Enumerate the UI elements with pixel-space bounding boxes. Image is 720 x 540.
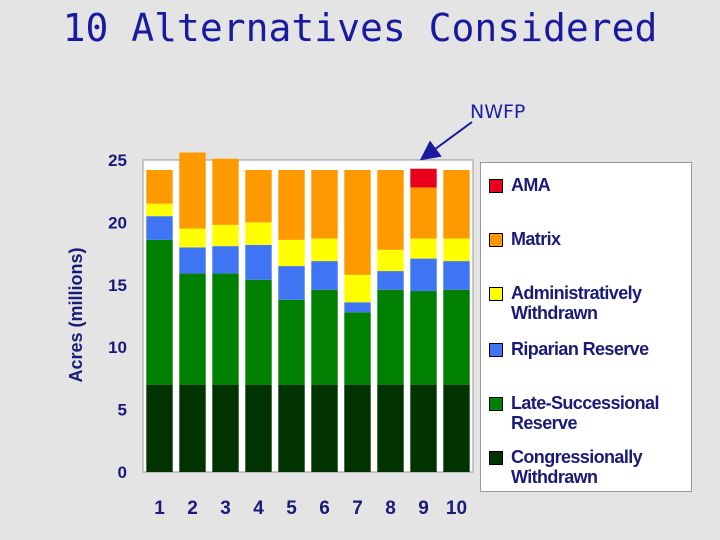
- x-tick-label: 2: [187, 498, 198, 519]
- bar-segment-3-congressionally-withdrawn: [212, 384, 239, 472]
- legend-entry-ama: AMA: [489, 175, 691, 195]
- y-tick-label: 15: [108, 276, 127, 295]
- x-tick-label: 3: [220, 498, 231, 519]
- y-tick-label: 5: [118, 401, 127, 420]
- bar-segment-7-matrix: [344, 169, 371, 275]
- bar-segment-10-riparian-reserve: [443, 261, 470, 290]
- y-tick-labels: 0 5 10 15 20 25: [108, 151, 127, 482]
- x-tick-label: 5: [286, 498, 297, 519]
- bar-segment-2-late-successional-reserve: [179, 273, 206, 385]
- y-axis-label: Acres (millions): [66, 247, 86, 382]
- bar-segment-2-congressionally-withdrawn: [179, 384, 206, 472]
- y-tick-label: 25: [108, 151, 127, 170]
- bar-segment-4-congressionally-withdrawn: [245, 384, 272, 472]
- bar-segment-2-administratively-withdrawn: [179, 228, 206, 248]
- bar-segment-9-matrix: [410, 187, 437, 239]
- bar-segment-3-late-successional-reserve: [212, 273, 239, 385]
- bar-segment-7-late-successional-reserve: [344, 312, 371, 385]
- x-tick-label: 9: [418, 498, 429, 519]
- bars-group: [146, 152, 470, 472]
- legend-label-matrix: Matrix: [511, 229, 561, 249]
- legend-swatch-congressional: [489, 451, 503, 465]
- bar-segment-1-administratively-withdrawn: [146, 203, 173, 217]
- bar-segment-9-riparian-reserve: [410, 258, 437, 292]
- y-tick-label: 20: [108, 213, 127, 232]
- bar-segment-1-matrix: [146, 169, 173, 204]
- bar-segment-5-matrix: [278, 169, 305, 240]
- bar-segment-10-late-successional-reserve: [443, 289, 470, 385]
- legend-swatch-riparian: [489, 343, 503, 357]
- bar-segment-3-riparian-reserve: [212, 246, 239, 274]
- bar-segment-6-congressionally-withdrawn: [311, 384, 338, 472]
- bar-segment-10-congressionally-withdrawn: [443, 384, 470, 472]
- bar-segment-8-riparian-reserve: [377, 271, 404, 290]
- nwfp-annotation: NWFP: [470, 101, 526, 123]
- bar-segment-6-administratively-withdrawn: [311, 238, 338, 262]
- x-tick-label: 4: [253, 498, 264, 519]
- bar-segment-1-late-successional-reserve: [146, 239, 173, 385]
- legend-entry-riparian: Riparian Reserve: [489, 339, 691, 359]
- x-tick-label: 10: [446, 498, 467, 519]
- bar-segment-9-congressionally-withdrawn: [410, 384, 437, 472]
- bar-segment-7-congressionally-withdrawn: [344, 384, 371, 472]
- legend-entry-matrix: Matrix: [489, 229, 691, 249]
- x-tick-label: 8: [385, 498, 396, 519]
- x-tick-label: 6: [319, 498, 330, 519]
- x-tick-label: 7: [352, 498, 363, 519]
- bar-segment-4-late-successional-reserve: [245, 279, 272, 385]
- bar-segment-4-riparian-reserve: [245, 244, 272, 280]
- bar-segment-3-matrix: [212, 158, 239, 225]
- bar-segment-4-administratively-withdrawn: [245, 222, 272, 245]
- bar-segment-10-matrix: [443, 169, 470, 239]
- legend-label-ama: AMA: [511, 175, 551, 195]
- bar-segment-5-administratively-withdrawn: [278, 239, 305, 267]
- bar-segment-6-riparian-reserve: [311, 261, 338, 290]
- slide-title: 10 Alternatives Considered: [62, 6, 658, 50]
- bar-segment-5-riparian-reserve: [278, 266, 305, 300]
- bar-segment-7-administratively-withdrawn: [344, 274, 371, 303]
- bar-segment-2-riparian-reserve: [179, 247, 206, 274]
- legend-swatch-ama: [489, 179, 503, 193]
- x-tick-labels: 1 2 3 4 5 6 7 8 9 10: [154, 498, 467, 519]
- bar-segment-2-matrix: [179, 152, 206, 229]
- legend-swatch-matrix: [489, 233, 503, 247]
- legend-entry-late-successional: Late-Successional Reserve: [489, 393, 691, 433]
- legend-swatch-admin-withdrawn: [489, 287, 503, 301]
- legend-label-late-successional: Late-Successional Reserve: [511, 393, 659, 433]
- bar-segment-1-riparian-reserve: [146, 216, 173, 240]
- bar-segment-10-administratively-withdrawn: [443, 238, 470, 262]
- bar-segment-5-congressionally-withdrawn: [278, 384, 305, 472]
- bar-segment-1-congressionally-withdrawn: [146, 384, 173, 472]
- bar-segment-4-matrix: [245, 169, 272, 223]
- bar-segment-6-matrix: [311, 169, 338, 239]
- y-tick-label: 10: [108, 338, 127, 357]
- bar-segment-8-administratively-withdrawn: [377, 249, 404, 272]
- legend-entry-admin-withdrawn: Administratively Withdrawn: [489, 283, 691, 323]
- bar-segment-8-congressionally-withdrawn: [377, 384, 404, 472]
- legend: AMA Matrix Administratively Withdrawn Ri…: [480, 162, 692, 492]
- bar-segment-3-administratively-withdrawn: [212, 224, 239, 247]
- legend-swatch-late-successional: [489, 397, 503, 411]
- bar-segment-5-late-successional-reserve: [278, 299, 305, 385]
- legend-label-admin-withdrawn: Administratively Withdrawn: [511, 283, 642, 323]
- nwfp-arrow: [419, 121, 473, 161]
- legend-label-congressional: Congressionally Withdrawn: [511, 447, 643, 487]
- bar-segment-9-ama: [410, 168, 437, 188]
- legend-label-riparian: Riparian Reserve: [511, 339, 649, 359]
- bar-segment-7-riparian-reserve: [344, 302, 371, 313]
- bar-segment-9-late-successional-reserve: [410, 291, 437, 385]
- bar-segment-6-late-successional-reserve: [311, 289, 338, 385]
- bar-segment-8-late-successional-reserve: [377, 289, 404, 385]
- legend-entry-congressional: Congressionally Withdrawn: [489, 447, 691, 487]
- bar-segment-9-administratively-withdrawn: [410, 238, 437, 259]
- x-tick-label: 1: [154, 498, 165, 519]
- y-tick-label: 0: [118, 463, 127, 482]
- bar-segment-8-matrix: [377, 169, 404, 250]
